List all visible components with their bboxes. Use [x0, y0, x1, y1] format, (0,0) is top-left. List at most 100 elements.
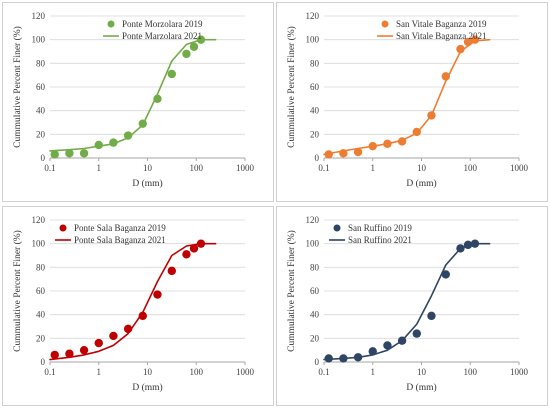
data-point	[167, 266, 176, 276]
y-tick-label: 20	[310, 333, 320, 343]
data-point	[412, 329, 421, 338]
y-tick-label: 60	[310, 286, 320, 296]
y-tick-label: 100	[32, 35, 46, 45]
data-point	[324, 150, 333, 159]
y-tick-label: 20	[310, 129, 320, 139]
y-tick-label: 100	[306, 239, 320, 249]
chart-svg: 0 20 40 60 80 100 120 0.1 1 10 100 1000 D (mm) Cummul…	[286, 215, 529, 393]
legend-label: Ponte Morzolara 2019	[122, 19, 203, 29]
y-tick-label: 120	[306, 11, 320, 21]
y-tick-label: 40	[36, 310, 46, 320]
x-tick-label: 1000	[236, 163, 255, 173]
data-point	[50, 350, 59, 360]
y-tick-label: 120	[306, 215, 320, 225]
x-tick-label: 0.1	[44, 163, 55, 173]
x-axis-title: D (mm)	[406, 178, 436, 189]
y-tick-label: 40	[310, 310, 320, 320]
x-tick-label: 100	[464, 163, 478, 173]
series-line	[323, 38, 491, 156]
x-tick-label: 0.1	[318, 367, 329, 377]
y-axis-title: Cummulative Percent Finer (%)	[12, 230, 23, 352]
y-tick-label: 80	[36, 262, 46, 272]
y-tick-label: 20	[36, 333, 46, 343]
x-tick-label: 1000	[236, 367, 255, 377]
x-tick-label: 10	[143, 163, 153, 173]
x-tick-label: 1	[371, 163, 376, 173]
legend-label: Ponte Sala Baganza 2019	[74, 223, 166, 233]
legend-label: San Ruffino 2021	[348, 235, 412, 245]
y-tick-label: 0	[315, 153, 320, 163]
x-axis-title: D (mm)	[132, 382, 162, 393]
x-tick-label: 0.1	[44, 367, 55, 377]
y-axis-title: Cummulative Percent Finer (%)	[12, 26, 23, 148]
data-point	[189, 42, 199, 51]
y-tick-label: 40	[36, 106, 46, 116]
x-tick-label: 100	[190, 367, 204, 377]
data-point	[153, 290, 162, 299]
x-tick-label: 0.1	[318, 163, 329, 173]
data-point	[138, 311, 147, 321]
legend-label: San Ruffino 2019	[348, 223, 412, 233]
series-line	[323, 242, 491, 361]
legend-marker-swatch	[59, 224, 67, 232]
data-point	[324, 354, 333, 363]
x-axis-title: D (mm)	[406, 382, 436, 393]
y-axis-title: Cummulative Percent Finer (%)	[286, 26, 297, 148]
data-point	[50, 150, 59, 159]
y-tick-label: 120	[32, 215, 46, 225]
legend-label: Ponte Marzolara 2021	[122, 31, 202, 41]
legend-label: San Vitale Baganza 2021	[396, 31, 487, 41]
legend-marker-swatch	[107, 20, 115, 28]
series-line	[49, 242, 217, 361]
x-tick-label: 1	[97, 367, 102, 377]
y-tick-label: 100	[32, 239, 46, 249]
data-point	[441, 270, 450, 279]
x-tick-label: 10	[417, 367, 427, 377]
y-tick-label: 80	[310, 262, 320, 272]
y-tick-label: 60	[36, 286, 46, 296]
y-tick-label: 60	[310, 82, 320, 92]
legend-label: Ponte Sala Baganza 2021	[74, 235, 166, 245]
chart-svg: 0 20 40 60 80 100 120 0.1 1 10 100 1000 D (mm) Cummul…	[12, 11, 255, 189]
chart-panel-ponte-morzolara: 0 20 40 60 80 100 120 0.1 1 10 100 1000 D (mm) Cummul…	[2, 2, 274, 202]
x-tick-label: 100	[190, 163, 204, 173]
data-point	[79, 149, 89, 158]
x-tick-label: 100	[464, 367, 478, 377]
data-point	[153, 94, 162, 104]
data-point	[123, 131, 133, 140]
x-tick-label: 10	[417, 163, 427, 173]
chart-svg: 0 20 40 60 80 100 120 0.1 1 10 100 1000 D (mm) Cummul…	[12, 215, 255, 393]
chart-panel-ponte-sala-baganza: 0 20 40 60 80 100 120 0.1 1 10 100 1000 D (mm) Cummul…	[2, 206, 274, 406]
y-tick-label: 0	[315, 357, 320, 367]
data-point	[65, 349, 74, 358]
x-tick-label: 1000	[510, 367, 529, 377]
y-tick-label: 100	[306, 35, 320, 45]
y-tick-label: 0	[41, 357, 46, 367]
data-point	[456, 44, 465, 54]
y-tick-label: 80	[310, 58, 320, 68]
x-axis-title: D (mm)	[132, 178, 162, 189]
y-tick-label: 40	[310, 106, 320, 116]
chart-panel-san-vitale-baganza: 0 20 40 60 80 100 120 0.1 1 10 100 1000 D (mm) Cummul…	[276, 2, 548, 202]
data-point	[65, 149, 74, 158]
x-tick-label: 1	[97, 163, 102, 173]
data-point	[182, 250, 191, 259]
data-point	[94, 338, 103, 348]
data-point	[182, 49, 191, 59]
chart-svg: 0 20 40 60 80 100 120 0.1 1 10 100 1000 D (mm) Cummul…	[286, 11, 529, 189]
data-point	[383, 341, 392, 350]
data-point	[189, 244, 199, 253]
series-line	[49, 38, 217, 152]
data-point	[79, 345, 89, 355]
data-point	[109, 331, 118, 341]
y-tick-label: 0	[41, 153, 46, 163]
data-point	[353, 147, 363, 157]
chart-panel-san-ruffino: 0 20 40 60 80 100 120 0.1 1 10 100 1000 D (mm) Cummul…	[276, 206, 548, 406]
y-tick-label: 120	[32, 11, 46, 21]
data-point	[167, 69, 176, 79]
y-tick-label: 20	[36, 129, 46, 139]
x-tick-label: 1000	[510, 163, 529, 173]
legend-label: San Vitale Baganza 2019	[396, 19, 487, 29]
y-axis-title: Cummulative Percent Finer (%)	[286, 230, 297, 352]
y-tick-label: 60	[36, 82, 46, 92]
